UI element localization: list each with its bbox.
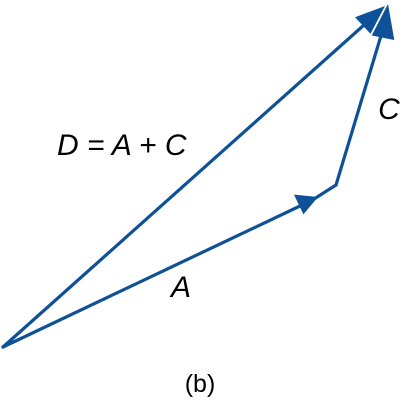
vector-d-label: D = A + C: [57, 129, 187, 162]
vector-d-arrowhead: [355, 6, 385, 34]
vector-a-arrowhead: [294, 194, 318, 215]
vector-a-arrow: [1, 194, 318, 349]
vector-c-label: C: [378, 93, 400, 126]
vector-a-to-c-connector: [312, 183, 338, 201]
vector-d-shaft: [1, 23, 366, 349]
vector-c-arrow: [334, 4, 395, 187]
vector-c-arrowhead: [371, 4, 395, 40]
vector-c-shaft: [334, 32, 384, 187]
vector-d-arrow: [1, 6, 385, 349]
vector-a-label: A: [169, 271, 191, 304]
figure-caption: (b): [185, 370, 216, 398]
vector-a-shaft: [1, 204, 302, 349]
